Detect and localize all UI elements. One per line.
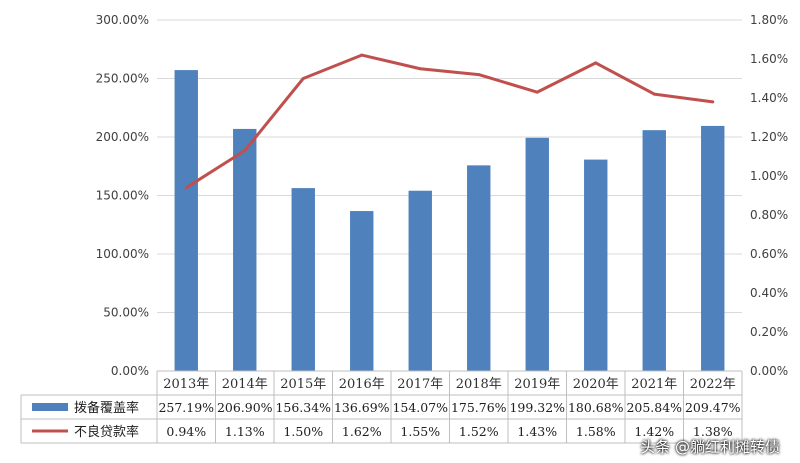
bar bbox=[408, 190, 432, 371]
legend-bar-swatch bbox=[32, 403, 68, 411]
data-label: 1.13% bbox=[225, 424, 265, 439]
data-label: 209.47% bbox=[685, 400, 741, 415]
line-point bbox=[594, 61, 598, 65]
y-right-tick-label: 0.40% bbox=[750, 286, 788, 300]
line-point bbox=[418, 67, 422, 71]
y-right-tick-label: 1.60% bbox=[750, 52, 788, 66]
data-label: 175.76% bbox=[451, 400, 507, 415]
data-label: 0.94% bbox=[166, 424, 206, 439]
y-right-tick-label: 1.20% bbox=[750, 130, 788, 144]
y-left-tick-label: 300.00% bbox=[96, 13, 149, 27]
data-label: 1.52% bbox=[459, 424, 499, 439]
line-point bbox=[301, 77, 305, 80]
data-label: 154.07% bbox=[392, 400, 448, 415]
x-tick-label: 2021年 bbox=[631, 377, 677, 392]
y-right-tick-label: 1.00% bbox=[750, 169, 788, 183]
data-label: 1.55% bbox=[400, 424, 440, 439]
bar bbox=[291, 188, 315, 371]
data-label: 180.68% bbox=[568, 400, 624, 415]
watermark: 头条 @躺红利摊转债 bbox=[640, 438, 780, 456]
y-left-tick-label: 150.00% bbox=[96, 189, 149, 203]
x-tick-label: 2018年 bbox=[456, 377, 502, 392]
data-label: 156.34% bbox=[275, 400, 331, 415]
bar bbox=[350, 211, 374, 371]
data-label: 257.19% bbox=[158, 400, 214, 415]
line-point bbox=[243, 149, 247, 153]
line-point bbox=[360, 53, 364, 57]
bar bbox=[701, 125, 725, 371]
data-label: 199.32% bbox=[509, 400, 565, 415]
x-tick-label: 2016年 bbox=[339, 377, 385, 392]
x-tick-label: 2019年 bbox=[514, 377, 560, 392]
y-left-tick-label: 200.00% bbox=[96, 130, 149, 144]
bar bbox=[525, 137, 549, 371]
data-label: 1.50% bbox=[283, 424, 323, 439]
line-series bbox=[185, 53, 713, 189]
data-label: 1.43% bbox=[517, 424, 557, 439]
data-label: 1.42% bbox=[634, 424, 674, 439]
y-right-tick-label: 0.60% bbox=[750, 247, 788, 261]
legend-label: 拨备覆盖率 bbox=[74, 400, 139, 416]
y-right-tick-label: 0.20% bbox=[750, 325, 788, 339]
x-tick-label: 2014年 bbox=[222, 377, 268, 392]
bar bbox=[233, 128, 257, 371]
y-right-tick-label: 1.80% bbox=[750, 13, 788, 27]
legend-label: 不良贷款率 bbox=[74, 424, 139, 440]
data-label: 206.90% bbox=[217, 400, 273, 415]
x-tick-label: 2020年 bbox=[573, 377, 619, 392]
data-label: 205.84% bbox=[626, 400, 682, 415]
y-right-tick-label: 1.40% bbox=[750, 91, 788, 105]
y-left-tick-label: 250.00% bbox=[96, 72, 149, 86]
bar bbox=[584, 159, 608, 371]
x-tick-label: 2017年 bbox=[397, 377, 443, 392]
bar bbox=[174, 70, 198, 371]
data-label: 1.38% bbox=[693, 424, 733, 439]
bar bbox=[642, 130, 666, 371]
bar bbox=[467, 165, 491, 371]
y-right-tick-label: 0.00% bbox=[750, 364, 788, 378]
x-tick-label: 2015年 bbox=[280, 377, 326, 392]
line-point bbox=[477, 73, 481, 77]
data-label: 136.69% bbox=[334, 400, 390, 415]
line-point bbox=[535, 90, 539, 94]
y-left-tick-label: 0.00% bbox=[111, 364, 149, 378]
x-tick-label: 2013年 bbox=[163, 377, 209, 392]
y-left-tick-label: 50.00% bbox=[103, 306, 149, 320]
line-point bbox=[652, 92, 656, 96]
y-left-tick-label: 100.00% bbox=[96, 247, 149, 261]
x-tick-label: 2022年 bbox=[690, 377, 736, 392]
data-label: 1.58% bbox=[576, 424, 616, 439]
line-point bbox=[184, 186, 188, 190]
line-point bbox=[711, 100, 715, 104]
data-label: 1.62% bbox=[342, 424, 382, 439]
y-right-tick-label: 0.80% bbox=[750, 208, 788, 222]
